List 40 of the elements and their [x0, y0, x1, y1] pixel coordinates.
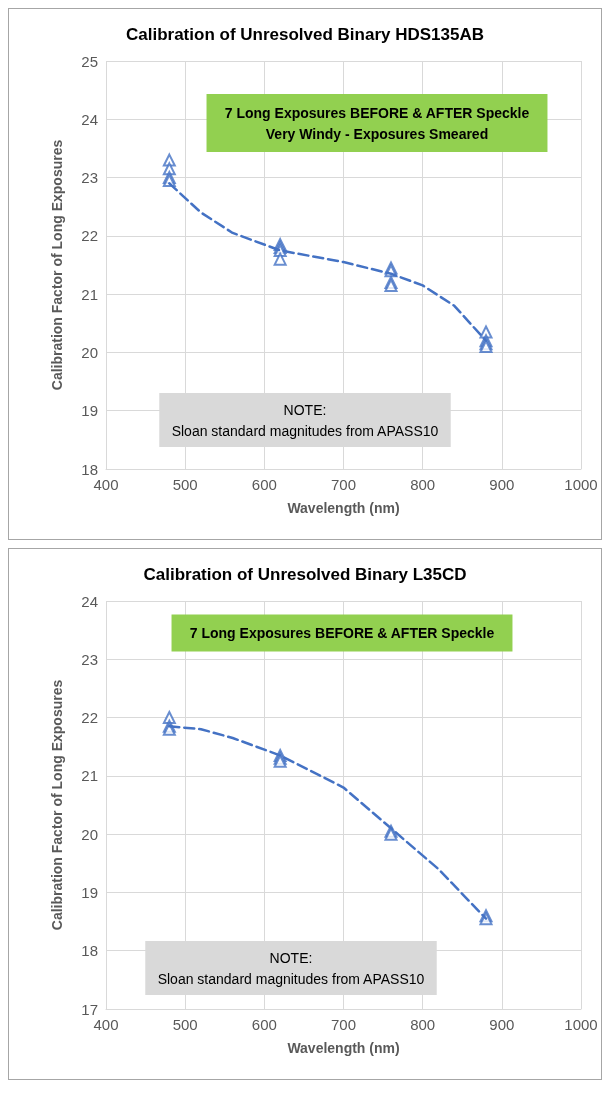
y-tick-label: 23 [81, 169, 98, 187]
x-tick-label: 400 [93, 1016, 119, 1033]
x-axis-title: Wavelength (nm) [287, 1040, 400, 1056]
x-axis-title: Wavelength (nm) [287, 500, 400, 516]
annotation: 7 Long Exposures BEFORE & AFTER Speckle Very Windy - Exposures Smeared [224, 104, 530, 142]
y-tick-label: 17 [81, 1000, 98, 1018]
x-tick-label: 800 [410, 1016, 436, 1033]
y-tick-label: 19 [81, 402, 98, 420]
x-tick-label: 700 [330, 476, 357, 493]
annotation: 7 Long Exposures BEFORE & AFTER Speckle [189, 625, 495, 641]
annotation: NOTE: Sloan standard magnitudes from APASS10 [157, 949, 425, 987]
y-tick-label: 25 [81, 52, 98, 70]
y-axis-title: Calibration Factor of Long Exposures [49, 139, 65, 391]
y-tick-label: 21 [81, 285, 98, 303]
x-tick-label: 600 [251, 476, 277, 493]
annotation: NOTE: Sloan standard magnitudes from APASS10 [171, 401, 439, 439]
y-tick-label: 18 [81, 942, 98, 960]
y-tick-label: 22 [81, 227, 98, 245]
chart-title: Calibration of Unresolved Binary HDS135AB [125, 25, 485, 44]
x-tick-label: 900 [489, 1016, 515, 1033]
y-tick-label: 24 [81, 110, 98, 128]
x-tick-label: 600 [251, 1016, 277, 1033]
chart-title: Calibration of Unresolved Binary L35CD [143, 565, 467, 584]
x-tick-label: 800 [410, 476, 436, 493]
y-tick-label: 20 [81, 343, 98, 361]
x-tick-label: 400 [93, 476, 119, 493]
x-tick-label: 500 [172, 1016, 198, 1033]
x-tick-label: 500 [172, 476, 198, 493]
y-tick-label: 18 [81, 460, 98, 478]
y-axis-title: Calibration Factor of Long Exposures [49, 679, 65, 931]
x-tick-label: 900 [489, 476, 515, 493]
y-tick-label: 23 [81, 650, 98, 668]
y-tick-label: 24 [81, 592, 98, 610]
y-tick-label: 19 [81, 883, 98, 901]
y-tick-label: 21 [81, 767, 98, 785]
x-tick-label: 1000 [564, 476, 598, 493]
y-tick-label: 20 [81, 825, 98, 843]
x-tick-label: 1000 [564, 1016, 598, 1033]
x-tick-label: 700 [330, 1016, 357, 1033]
y-tick-label: 22 [81, 709, 98, 727]
